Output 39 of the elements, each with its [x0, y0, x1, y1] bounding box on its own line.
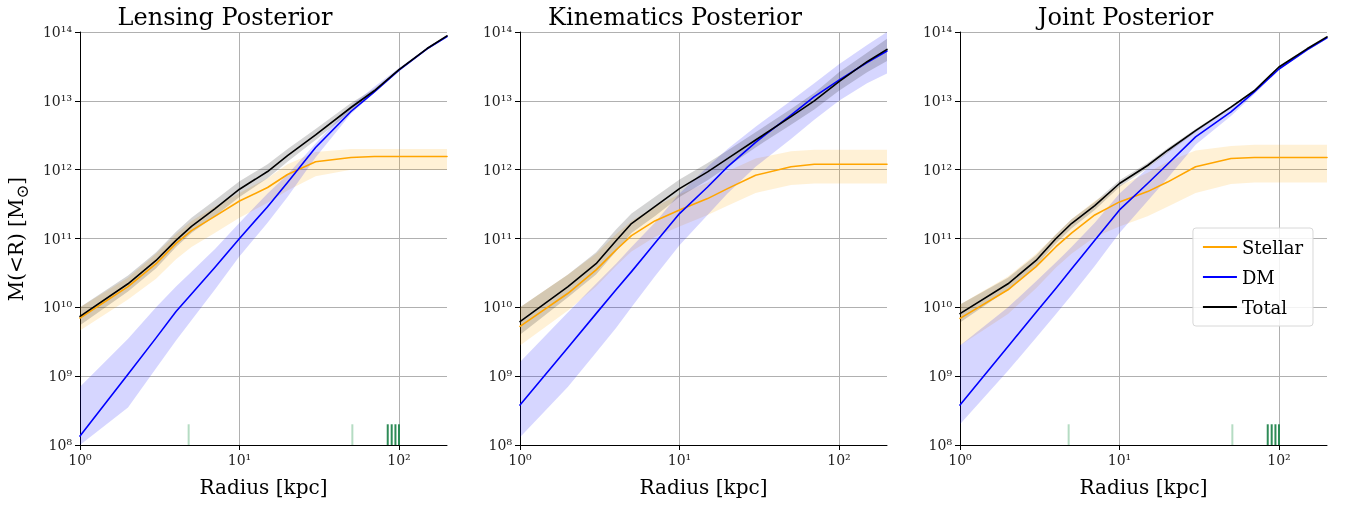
y-tick-label: 10¹²: [922, 161, 952, 178]
legend-label: DM: [1241, 266, 1275, 288]
x-tick-label: 10²: [827, 452, 851, 468]
x-tick-label: 10²: [1267, 452, 1291, 468]
y-tick-label: 10⁸: [928, 437, 953, 453]
chart-title: Lensing Posterior: [117, 3, 333, 31]
y-tick-label: 10¹³: [922, 92, 952, 109]
x-tick-label: 10²: [387, 452, 411, 468]
legend-label: Total: [1241, 296, 1288, 318]
y-tick-label: 10¹¹: [482, 230, 512, 247]
x-axis-title: Radius [kpc]: [199, 475, 328, 499]
y-tick-label: 10¹⁴: [922, 24, 953, 40]
legend-label: Stellar: [1241, 236, 1304, 258]
y-tick-label: 10⁹: [48, 368, 73, 385]
x-axis-title: Radius [kpc]: [639, 475, 768, 499]
y-tick-label: 10¹⁰: [42, 299, 73, 316]
y-tick-label: 10¹³: [42, 92, 72, 109]
x-tick-label: 10¹: [667, 452, 692, 468]
x-tick-label: 10¹: [1107, 452, 1132, 468]
x-tick-label: 10⁰: [948, 452, 973, 468]
y-tick-label: 10¹⁴: [482, 24, 513, 40]
y-tick-label: 10¹³: [482, 92, 512, 109]
y-tick-label: 10¹⁰: [482, 299, 513, 316]
x-tick-label: 10⁰: [68, 452, 93, 468]
y-tick-label: 10¹²: [42, 161, 72, 178]
y-tick-label: 10⁸: [488, 437, 513, 453]
y-tick-label: 10¹¹: [42, 230, 72, 247]
chart-title: Joint Posterior: [1034, 3, 1214, 31]
y-tick-label: 10¹¹: [922, 230, 952, 247]
y-tick-label: 10⁹: [488, 368, 513, 385]
x-tick-label: 10¹: [227, 452, 252, 468]
y-tick-label: 10¹²: [482, 161, 512, 178]
x-tick-label: 10⁰: [508, 452, 533, 468]
x-axis-title: Radius [kpc]: [1079, 475, 1208, 499]
y-tick-label: 10¹⁰: [922, 299, 953, 316]
chart-title: Kinematics Posterior: [548, 3, 803, 31]
y-tick-label: 10⁸: [48, 437, 73, 453]
y-tick-label: 10⁹: [928, 368, 953, 385]
y-tick-label: 10¹⁴: [42, 24, 73, 40]
